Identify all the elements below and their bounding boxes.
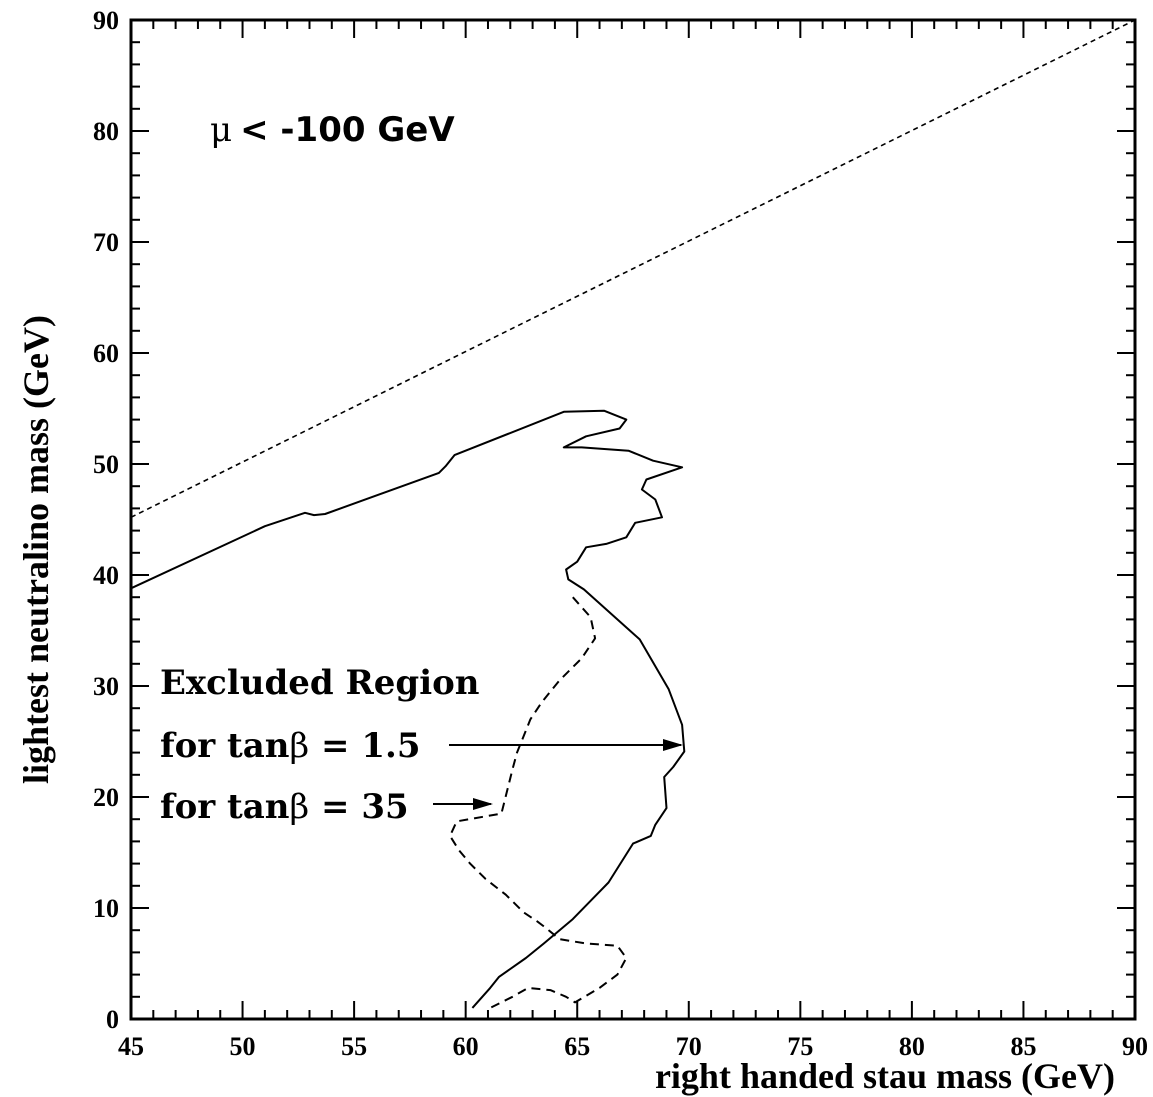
x-tick-label: 50 [230, 1032, 256, 1061]
x-tick-label: 85 [1010, 1032, 1036, 1061]
x-tick-label: 90 [1122, 1032, 1148, 1061]
y-tick-label: 80 [93, 117, 119, 146]
y-tick-label: 90 [93, 6, 119, 35]
x-tick-label: 55 [341, 1032, 367, 1061]
y-tick-label: 10 [93, 894, 119, 923]
condition-annotation: μ < -100 GeV [210, 110, 455, 150]
y-tick-label: 70 [93, 228, 119, 257]
beta-symbol-2: β [290, 787, 310, 827]
y-tick-label: 60 [93, 339, 119, 368]
tanbeta-1p5-exclusion-curve [130, 409, 686, 1009]
x-tick-label: 45 [118, 1032, 144, 1061]
y-tick-label: 0 [106, 1005, 119, 1034]
tanbeta-35-prefix: for tan [160, 787, 290, 827]
axis-ticks [130, 19, 1136, 1020]
x-tick-label: 75 [787, 1032, 813, 1061]
y-tick-label: 30 [93, 672, 119, 701]
tanbeta-1p5-prefix: for tan [160, 726, 290, 766]
y-tick-label: 20 [93, 783, 119, 812]
x-tick-label: 70 [676, 1032, 702, 1061]
tanbeta-1p5-label: for tanβ = 1.5 [160, 726, 421, 766]
y-axis-title: lightest neutralino mass (GeV) [16, 315, 56, 784]
axis-tick-labels: 45 50 55 60 65 70 75 80 85 90 0 10 20 30 40 50 60 70 80 90 [93, 6, 1148, 1061]
beta-symbol-1: β [290, 726, 310, 766]
x-tick-label: 60 [453, 1032, 479, 1061]
tanbeta-35-label: for tanβ = 35 [160, 787, 409, 827]
y-tick-label: 40 [93, 561, 119, 590]
plot-frame [129, 18, 1137, 1021]
tanbeta-35-suffix: = 35 [309, 787, 408, 827]
kinematic-limit-line [130, 19, 1136, 519]
series-layer [130, 19, 1136, 1009]
x-axis-title: right handed stau mass (GeV) [655, 1056, 1115, 1096]
mu-symbol: μ [210, 110, 232, 150]
tanbeta-1p5-suffix: = 1.5 [309, 726, 420, 766]
x-tick-label: 80 [899, 1032, 925, 1061]
y-tick-label: 50 [93, 450, 119, 479]
condition-text: < -100 GeV [240, 110, 455, 150]
tanbeta-35-exclusion-curve [449, 596, 628, 1009]
excluded-region-label: Excluded Region [160, 663, 480, 703]
x-tick-label: 65 [564, 1032, 590, 1061]
